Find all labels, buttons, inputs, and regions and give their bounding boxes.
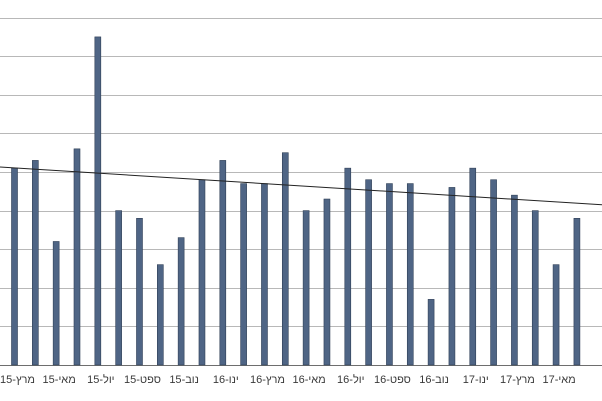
- x-tick-label: מאי-17: [542, 374, 575, 386]
- bar: [115, 210, 122, 366]
- bar: [240, 183, 247, 366]
- bar: [469, 167, 477, 366]
- bar: [32, 160, 39, 366]
- x-tick-label: ספט-16: [374, 374, 411, 386]
- bar: [573, 218, 581, 366]
- bar: [323, 198, 331, 366]
- trend-line: [0, 166, 602, 206]
- x-tick-label: מרץ-15: [0, 374, 35, 386]
- bar: [344, 167, 352, 366]
- x-tick-label: מאי-15: [43, 374, 76, 386]
- bar: [448, 187, 456, 366]
- bar: [531, 210, 539, 366]
- bars: [11, 36, 581, 366]
- x-tick-label: יול-16: [337, 373, 364, 386]
- bar: [490, 179, 497, 366]
- bar: [52, 241, 60, 366]
- bar: [281, 152, 289, 366]
- x-tick-label: יול-15: [87, 373, 114, 386]
- bar: [302, 210, 310, 366]
- bar: [198, 179, 206, 366]
- x-tick-label: נוב-15: [169, 374, 199, 386]
- bar: [136, 218, 143, 366]
- bar: [365, 179, 372, 366]
- bar: [511, 194, 518, 366]
- bar: [94, 36, 102, 366]
- x-tick-label: ינו-16: [213, 374, 239, 386]
- bar: [177, 237, 185, 366]
- x-tick-label: ינו-17: [463, 374, 489, 386]
- bar: [261, 183, 268, 366]
- x-tick-label: מרץ-16: [250, 374, 285, 386]
- x-tick-labels: מרץ-15 מאי-15 יול-15 ספט-15 נוב-15 ינו-16 מרץ-…: [0, 373, 576, 386]
- bar: [427, 299, 435, 366]
- x-tick-label: מרץ-17: [500, 374, 535, 386]
- x-tick-label: מאי-16: [292, 374, 325, 386]
- bar: [219, 160, 227, 366]
- bar: [406, 183, 414, 366]
- x-tick-label: ספט-15: [124, 374, 161, 386]
- bar: [73, 148, 81, 366]
- bar: [11, 167, 18, 366]
- x-tick-label: נוב-16: [419, 374, 449, 386]
- bar: [386, 183, 393, 366]
- bar: [157, 264, 164, 366]
- bar: [552, 264, 560, 366]
